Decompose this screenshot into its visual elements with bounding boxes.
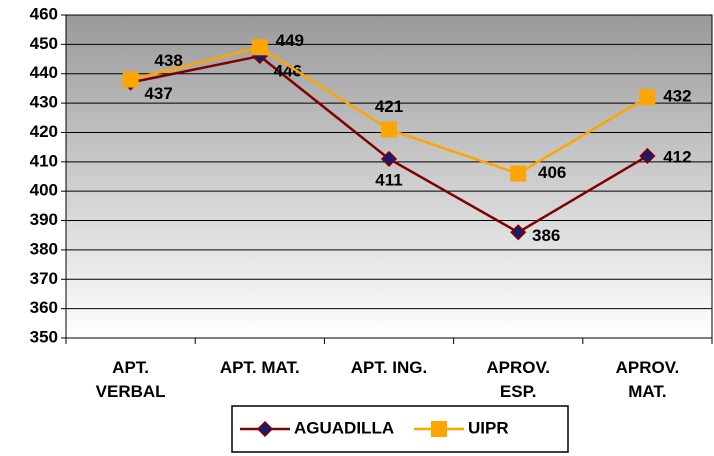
y-tick-label: 410 [30, 151, 58, 170]
legend-marker [431, 421, 447, 437]
y-tick-label: 440 [30, 63, 58, 82]
y-tick-label: 460 [30, 4, 58, 23]
data-label: 421 [375, 97, 403, 116]
data-label: 437 [144, 84, 172, 103]
y-tick-label: 390 [30, 210, 58, 229]
data-label: 412 [663, 147, 691, 166]
data-point [381, 121, 397, 138]
data-label: 438 [154, 51, 182, 70]
data-label: 449 [276, 31, 304, 50]
plot-border [65, 14, 713, 339]
data-point [122, 71, 139, 88]
data-point [510, 165, 527, 182]
data-label: 386 [532, 226, 560, 245]
legend-label: AGUADILLA [294, 418, 394, 437]
x-tick-label: APT. VERBAL [96, 358, 166, 401]
y-tick-label: 350 [30, 327, 58, 346]
x-tick-label: APROV. ESP. [486, 358, 550, 401]
data-point [380, 150, 398, 167]
y-tick-label: 360 [30, 298, 58, 317]
y-tick-label: 420 [30, 122, 58, 141]
y-tick-label: 400 [30, 181, 58, 200]
data-point [639, 89, 656, 106]
y-tick-label: 450 [30, 34, 58, 53]
data-point [639, 147, 656, 165]
data-label: 411 [375, 170, 402, 189]
x-tick-label: APT. MAT. [220, 358, 300, 377]
x-tick-label: APROV. MAT. [616, 358, 680, 401]
data-point [251, 39, 268, 56]
data-label: 432 [663, 87, 691, 106]
legend-label: UIPR [468, 418, 509, 437]
data-point [510, 224, 527, 241]
legend-marker [256, 420, 274, 438]
y-tick-label: 430 [30, 93, 58, 112]
x-tick-label: APT. ING. [351, 358, 428, 377]
y-tick-label: 380 [30, 239, 58, 258]
grid [66, 14, 712, 339]
y-tick-label: 370 [30, 269, 58, 288]
data-label: 406 [538, 163, 566, 182]
data-label: 446 [274, 62, 302, 81]
